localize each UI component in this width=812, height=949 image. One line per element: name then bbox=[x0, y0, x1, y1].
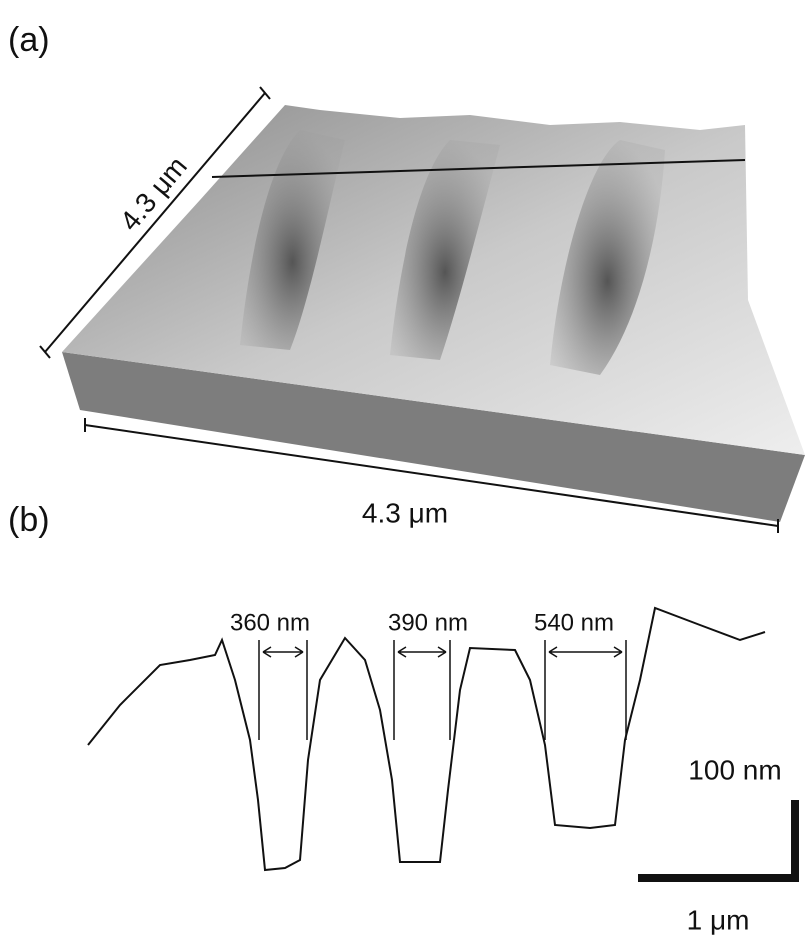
panel-label: (a) bbox=[8, 21, 50, 59]
height-profile bbox=[88, 608, 765, 870]
gap-label: 390 nm bbox=[388, 609, 468, 636]
panel-label: (b) bbox=[8, 501, 50, 539]
scale-height: 100 nm bbox=[688, 754, 781, 785]
width-label: 4.3 μm bbox=[362, 497, 448, 528]
gap-label: 360 nm bbox=[230, 609, 310, 636]
gap-label: 540 nm bbox=[534, 609, 614, 636]
figure: (a) 4.3 μm 4.3 μm (b) 360 nm 390 nm 540 … bbox=[0, 0, 812, 949]
scale-bar bbox=[638, 800, 799, 882]
scale-width: 1 μm bbox=[687, 904, 750, 935]
